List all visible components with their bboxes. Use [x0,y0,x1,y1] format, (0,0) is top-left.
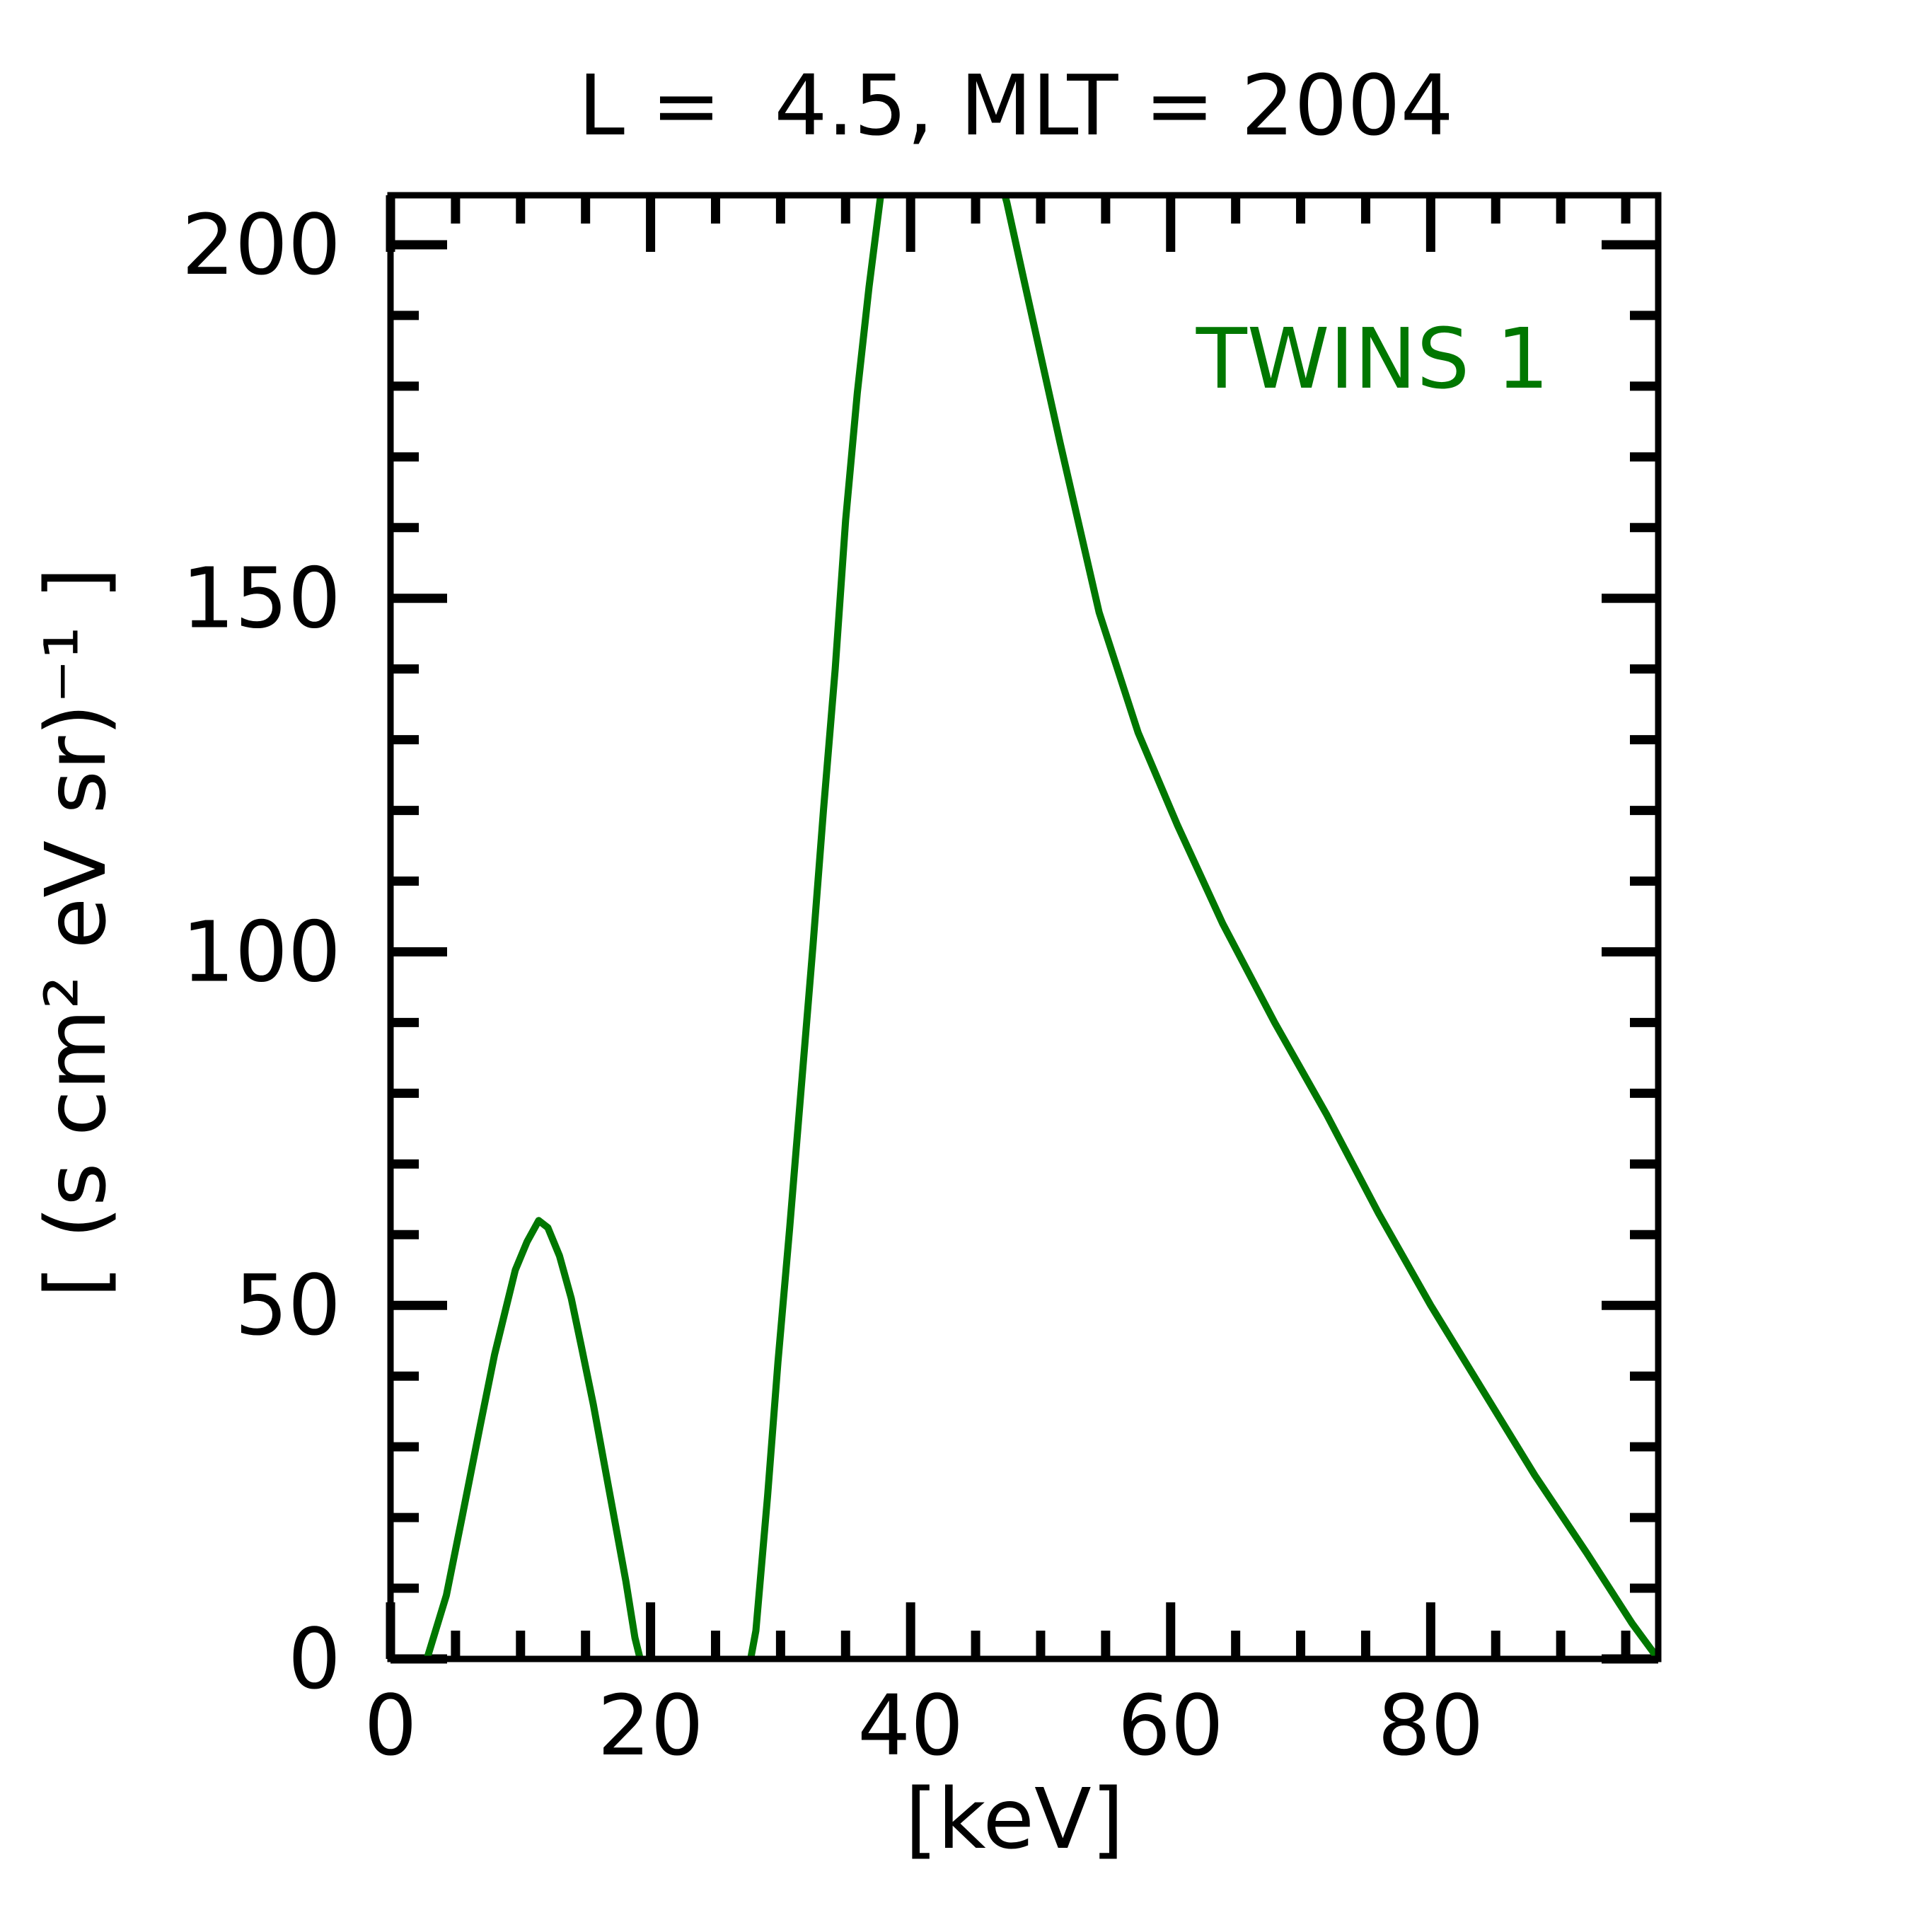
series-line-twins-1 [423,1217,644,1659]
x-tick-label: 20 [598,1677,704,1774]
x-tick-label: 0 [364,1677,417,1774]
tick-marks [386,195,1658,1664]
y-tick-label: 200 [182,196,341,294]
x-axis-label: [keV] [905,1770,1124,1868]
series-layer [423,195,1658,1659]
chart-title: L = 4.5, MLT = 2004 [578,57,1453,154]
plot-frame [387,192,1662,1662]
y-axis-label: [ (s cm² eV sr)⁻¹ ] [27,567,125,1297]
legend-label-twins-1: TWINS 1 [1196,310,1549,407]
x-tick-label: 60 [1118,1677,1224,1774]
tick-labels: 0 20 40 60 80 0 50 100 150 200 [182,196,1484,1774]
y-tick-label: 150 [182,550,341,647]
series-line-twins-1 [747,195,1658,1659]
y-tick-label: 100 [182,903,341,1000]
x-tick-label: 80 [1377,1677,1483,1774]
y-tick-label: 50 [235,1256,341,1354]
y-tick-label: 0 [288,1610,341,1708]
x-tick-label: 40 [857,1677,964,1774]
